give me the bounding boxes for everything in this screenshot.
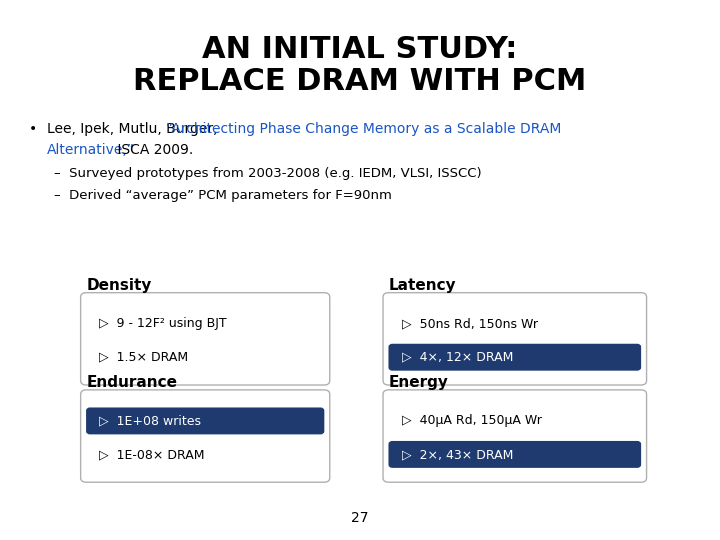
Text: ▷  50ns Rd, 150ns Wr: ▷ 50ns Rd, 150ns Wr bbox=[402, 317, 538, 330]
Text: 27: 27 bbox=[351, 511, 369, 525]
Text: –  Derived “average” PCM parameters for F=90nm: – Derived “average” PCM parameters for F… bbox=[54, 189, 392, 202]
Text: REPLACE DRAM WITH PCM: REPLACE DRAM WITH PCM bbox=[133, 68, 587, 97]
FancyBboxPatch shape bbox=[390, 442, 640, 467]
Text: Alternative,”: Alternative,” bbox=[47, 143, 135, 157]
Text: Density: Density bbox=[86, 278, 152, 293]
Text: ▷  2×, 43× DRAM: ▷ 2×, 43× DRAM bbox=[402, 448, 513, 461]
Text: ▷  1E-08× DRAM: ▷ 1E-08× DRAM bbox=[99, 448, 205, 461]
Text: Lee, Ipek, Mutlu, Burger,: Lee, Ipek, Mutlu, Burger, bbox=[47, 122, 222, 136]
Text: –  Surveyed prototypes from 2003-2008 (e.g. IEDM, VLSI, ISSCC): – Surveyed prototypes from 2003-2008 (e.… bbox=[54, 167, 482, 180]
Text: Endurance: Endurance bbox=[86, 375, 177, 390]
Text: Latency: Latency bbox=[389, 278, 456, 293]
Text: ▷  9 - 12F² using BJT: ▷ 9 - 12F² using BJT bbox=[99, 317, 227, 330]
Text: ▷  4×, 12× DRAM: ▷ 4×, 12× DRAM bbox=[402, 350, 513, 364]
Text: ISCA 2009.: ISCA 2009. bbox=[113, 143, 193, 157]
Text: AN INITIAL STUDY:: AN INITIAL STUDY: bbox=[202, 35, 518, 64]
FancyBboxPatch shape bbox=[81, 293, 330, 385]
FancyBboxPatch shape bbox=[383, 293, 647, 385]
FancyBboxPatch shape bbox=[87, 408, 323, 433]
FancyBboxPatch shape bbox=[383, 390, 647, 482]
Text: “Architecting Phase Change Memory as a Scalable DRAM: “Architecting Phase Change Memory as a S… bbox=[166, 122, 561, 136]
Text: ▷  40μA Rd, 150μA Wr: ▷ 40μA Rd, 150μA Wr bbox=[402, 414, 541, 428]
FancyBboxPatch shape bbox=[390, 345, 640, 370]
Text: ▷  1E+08 writes: ▷ 1E+08 writes bbox=[99, 414, 202, 428]
FancyBboxPatch shape bbox=[81, 390, 330, 482]
Text: Energy: Energy bbox=[389, 375, 449, 390]
Text: ▷  1.5× DRAM: ▷ 1.5× DRAM bbox=[99, 350, 189, 364]
Text: •: • bbox=[29, 122, 37, 136]
